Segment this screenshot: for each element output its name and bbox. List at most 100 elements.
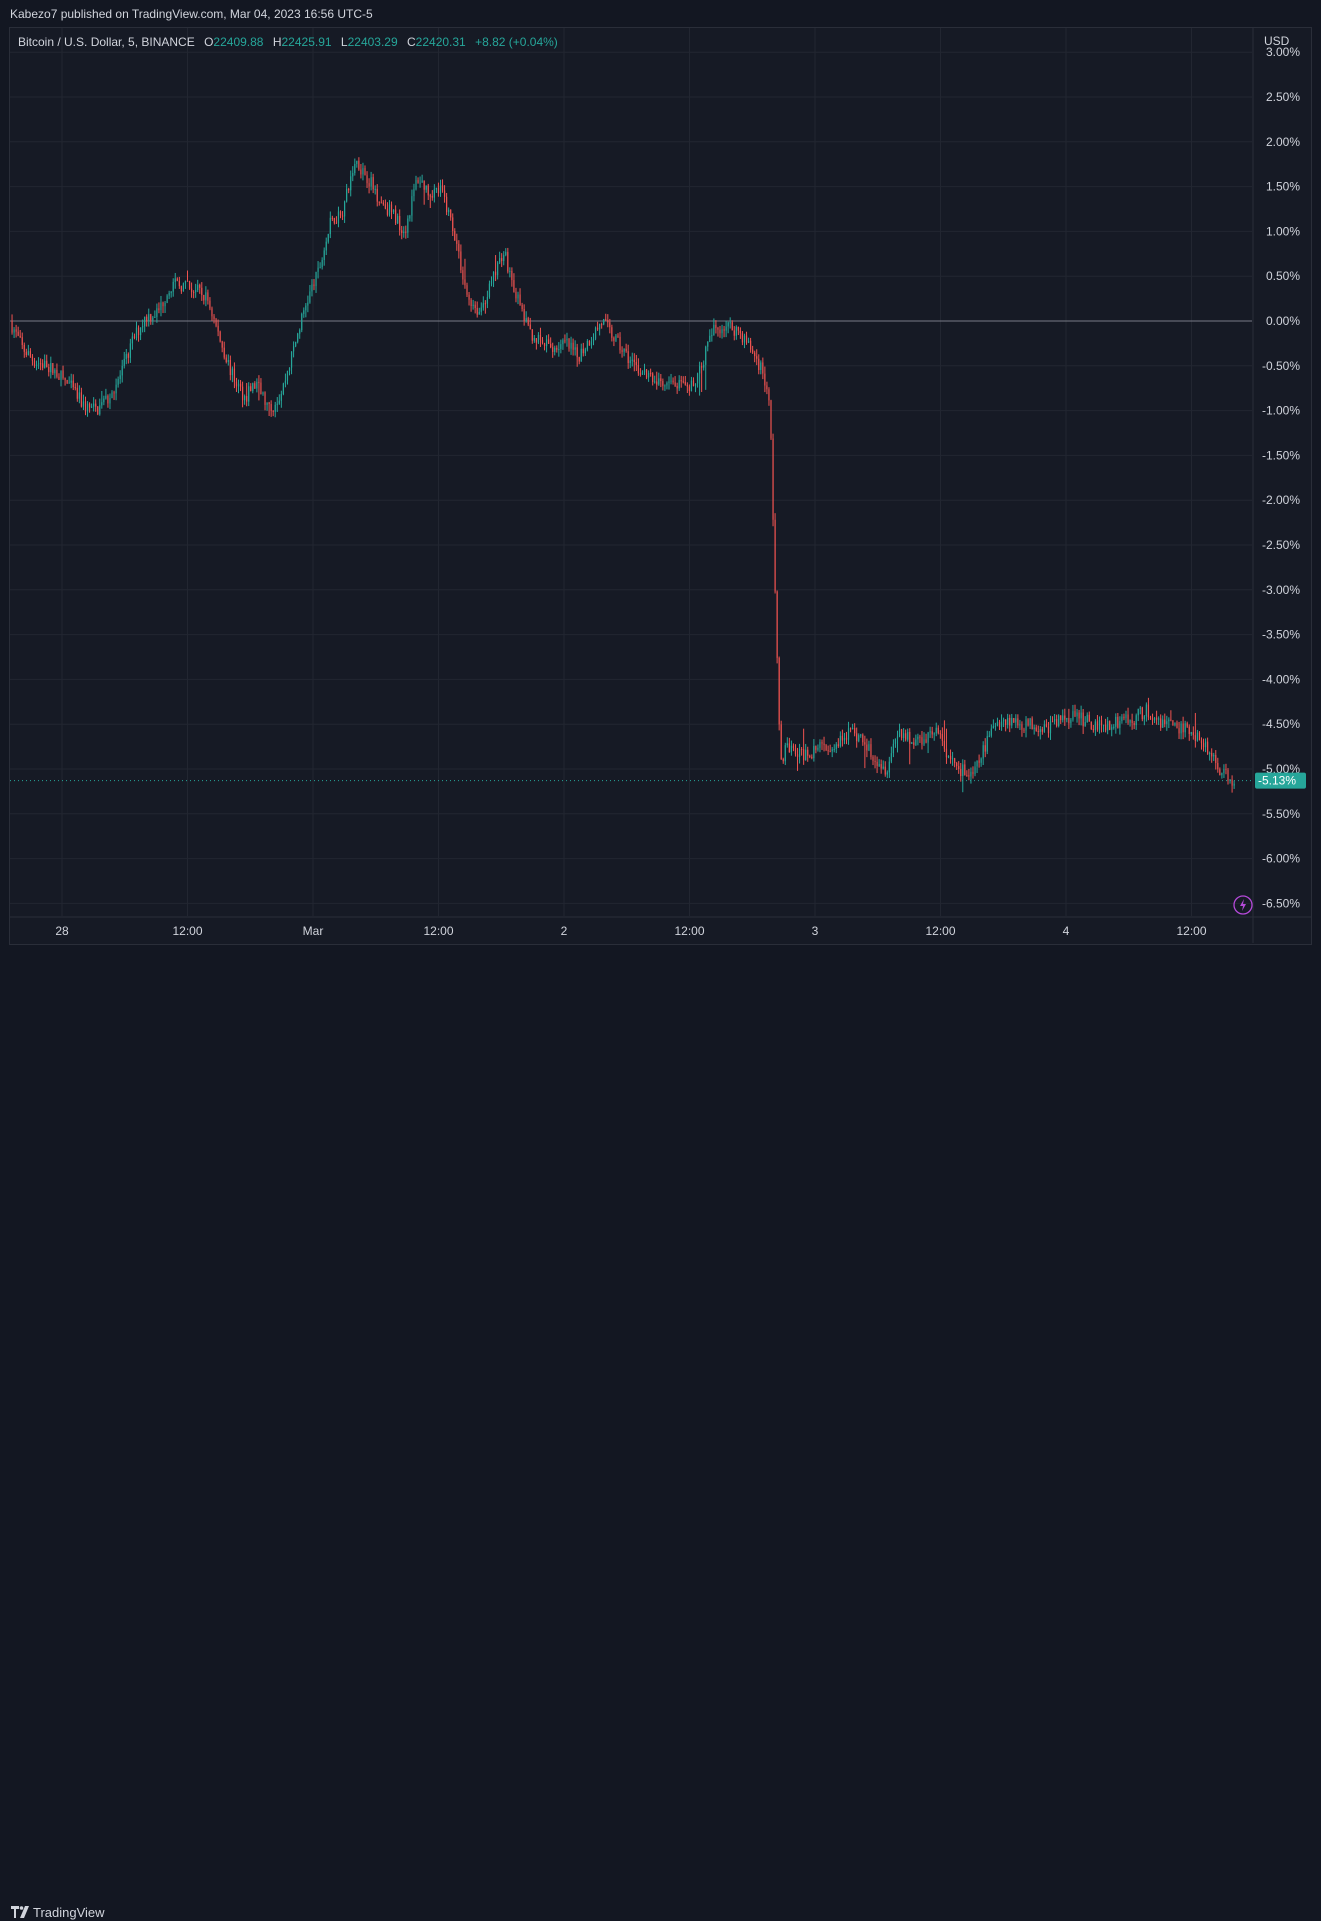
candle-body	[433, 189, 435, 198]
candle-body	[1131, 720, 1133, 723]
candle-body	[607, 320, 609, 323]
x-tick-label: 12:00	[423, 924, 453, 938]
y-tick-label: -4.00%	[1262, 672, 1300, 686]
candle-body	[511, 270, 513, 281]
candle-body	[794, 748, 797, 755]
candle-body	[837, 744, 839, 747]
candle-body	[670, 380, 672, 382]
candle-body	[25, 351, 27, 356]
candle-body	[88, 403, 91, 408]
candle-body	[60, 370, 62, 380]
candle-body	[727, 322, 729, 327]
candle-body	[190, 288, 193, 292]
candle-body	[213, 316, 215, 320]
candle-body	[1219, 769, 1221, 776]
x-tick-label: 2	[561, 924, 568, 938]
candle-body	[311, 284, 313, 292]
candle-body	[672, 380, 674, 383]
candle-body	[566, 338, 568, 341]
candle-body	[513, 280, 515, 292]
candle-body	[23, 344, 25, 352]
candle-body	[250, 386, 252, 392]
price-chart[interactable]: 3.00% 2.50% 2.00% 1.50% 1.00% 0.50% 0.00% -0.50…	[0, 0, 1321, 980]
candle-body	[692, 380, 695, 386]
candle-body	[209, 300, 211, 309]
candle-body	[115, 384, 117, 394]
candle-body	[358, 160, 360, 170]
candle-body	[890, 753, 892, 762]
candle-body	[142, 326, 144, 328]
candle-body	[1178, 728, 1180, 734]
candle-body	[1023, 729, 1025, 731]
candle-body	[574, 347, 576, 350]
candle-body	[558, 348, 560, 350]
candle-body	[1153, 717, 1156, 721]
candle-body	[823, 743, 825, 746]
x-tick-label: Mar	[303, 924, 324, 938]
y-tick-label: -1.00%	[1262, 404, 1300, 418]
candle-body	[282, 383, 284, 395]
candle-body	[40, 363, 42, 365]
candle-body	[790, 745, 793, 753]
candle-body	[452, 217, 454, 231]
candle-body	[164, 302, 166, 307]
candle-body	[403, 231, 405, 233]
candle-body	[372, 177, 374, 190]
candle-body	[960, 769, 962, 777]
candle-body	[1082, 712, 1084, 727]
candle-body	[37, 363, 40, 365]
candle-body	[46, 360, 48, 368]
candle-body	[796, 754, 799, 757]
footer: TradingView	[0, 950, 1321, 1920]
y-tick-label: -5.00%	[1262, 762, 1300, 776]
candle-body	[978, 760, 980, 763]
tradingview-logo-icon[interactable]	[11, 1905, 31, 1919]
candle-body	[325, 241, 327, 251]
lightning-icon[interactable]	[1233, 895, 1253, 915]
candle-body	[1104, 724, 1107, 731]
candle-body	[880, 764, 882, 769]
candle-body	[1021, 724, 1023, 730]
candle-body	[1094, 721, 1096, 731]
candle-body	[346, 188, 348, 202]
candle-body	[617, 335, 619, 337]
candle-body	[317, 267, 319, 272]
candle-body	[860, 734, 862, 736]
candle-body	[554, 347, 556, 352]
candle-body	[1225, 769, 1227, 771]
candle-body	[166, 295, 168, 303]
candle-body	[1000, 721, 1003, 727]
candle-body	[543, 342, 546, 347]
candle-body	[95, 403, 97, 407]
candle-body	[1076, 712, 1078, 717]
candle-body	[303, 310, 305, 314]
tradingview-brand[interactable]: TradingView	[33, 1905, 105, 1920]
y-tick-label: -4.50%	[1262, 717, 1300, 731]
candle-body	[778, 657, 780, 725]
candle-body	[211, 308, 213, 317]
candle-body	[833, 749, 835, 751]
candle-body	[1125, 714, 1127, 719]
candle-body	[33, 360, 36, 366]
candle-body	[548, 339, 550, 344]
candle-body	[1056, 719, 1058, 727]
candle-body	[980, 758, 982, 763]
candle-body	[641, 372, 644, 375]
candle-body	[86, 403, 89, 412]
candle-body	[531, 329, 533, 341]
candle-body	[388, 204, 391, 215]
candle-body	[849, 728, 852, 730]
candle-body	[425, 185, 427, 190]
candle-body	[178, 280, 180, 287]
candle-body	[1039, 729, 1041, 733]
candle-body	[970, 771, 972, 777]
y-tick-label: 0.00%	[1266, 314, 1300, 328]
candle-body	[684, 381, 686, 385]
candle-body	[707, 341, 709, 347]
candle-body	[501, 258, 503, 262]
candle-body	[278, 400, 280, 404]
candle-body	[1070, 719, 1072, 724]
candle-body	[1107, 721, 1109, 731]
candle-body	[509, 270, 511, 272]
candle-body	[370, 177, 372, 187]
